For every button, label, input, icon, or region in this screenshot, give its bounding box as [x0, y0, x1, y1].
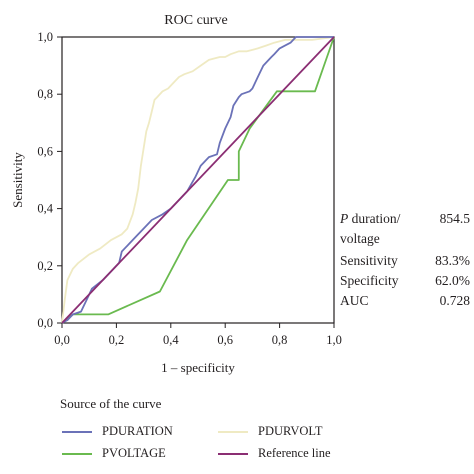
stats-p-value: 854.5: [439, 211, 470, 226]
legend-label-pduration: PDURATION: [102, 424, 173, 438]
stats-p-label-rest: duration/: [348, 211, 401, 226]
stats-label: AUC: [340, 293, 369, 308]
y-tick-label: 0,8: [37, 87, 53, 101]
stats-value: 83.3%: [435, 253, 470, 268]
x-tick-label: 0,8: [272, 333, 288, 347]
legend-item-pvoltage: PVOLTAGE: [62, 446, 166, 461]
legend-swatch-pvoltage: [62, 452, 92, 455]
x-tick-label: 0,6: [217, 333, 233, 347]
legend-title: Source of the curve: [60, 396, 162, 411]
legend-label-pdurvolt: PDURVOLT: [258, 424, 323, 438]
y-axis-label: Sensitivity: [10, 152, 25, 208]
legend-swatch-reference-line: [218, 452, 248, 455]
chart-title: ROC curve: [164, 13, 227, 28]
x-tick-label: 0,4: [163, 333, 179, 347]
stats-p-label-italic: P: [340, 211, 349, 226]
y-tick-label: 0,6: [37, 144, 53, 158]
stats-value: 62.0%: [435, 273, 470, 288]
legend-item-pdurvolt: PDURVOLT: [218, 424, 323, 439]
stats-panel: P duration/ voltage 854.5 Sensitivity 83…: [340, 209, 470, 311]
legend-swatch-pduration: [62, 430, 92, 433]
x-tick-label: 0,0: [54, 333, 70, 347]
stats-label: Specificity: [340, 273, 399, 288]
legend-label-reference-line: Reference line: [258, 446, 331, 460]
stats-label: Sensitivity: [340, 253, 398, 268]
stats-row-auc: AUC 0.728: [340, 291, 470, 311]
y-tick-label: 0,0: [37, 316, 53, 330]
y-tick-label: 1,0: [37, 30, 53, 44]
legend-item-pduration: PDURATION: [62, 424, 173, 439]
y-tick-label: 0,2: [37, 259, 53, 273]
stats-header-row: P duration/ voltage 854.5: [340, 209, 470, 249]
stats-header-label: P duration/ voltage: [340, 209, 418, 249]
plot-area: 0,00,0 0,2 0,2 0,4 0,4 0,6 0,6 0,8 0,8 1,0 1,0: [37, 30, 341, 347]
series-line-pdurvolt: [61, 36, 335, 324]
x-tick-label: 1,0: [326, 333, 342, 347]
series-line-pvoltage: [61, 36, 335, 324]
plot-frame: [61, 36, 335, 324]
stats-p-label-line2: voltage: [340, 231, 380, 246]
stats-row-sensitivity: Sensitivity 83.3%: [340, 251, 470, 271]
y-tick-label: 0,4: [37, 202, 53, 216]
stats-value: 0.728: [439, 293, 470, 308]
legend-item-reference-line: Reference line: [218, 446, 331, 461]
legend-label-pvoltage: PVOLTAGE: [102, 446, 166, 460]
stats-row-specificity: Specificity 62.0%: [340, 271, 470, 291]
legend-swatch-pdurvolt: [218, 430, 248, 433]
series-line-reference-line: [61, 36, 335, 324]
x-axis-label: 1 – specificity: [161, 360, 235, 375]
x-tick-label: 0,2: [109, 333, 125, 347]
